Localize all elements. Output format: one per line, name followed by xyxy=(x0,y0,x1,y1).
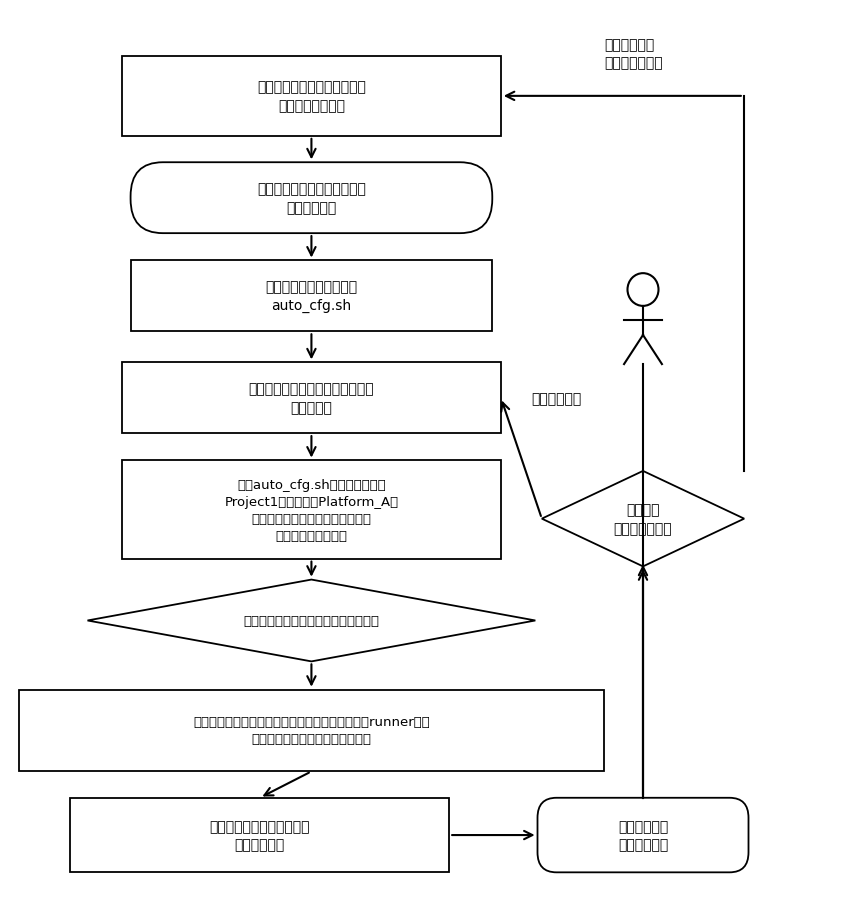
Text: 运行auto_cfg.sh，输入项目代号
Project1与平台代号Platform_A，
产生平台运行所需文件并提交到测
试平台版本管理仓库: 运行auto_cfg.sh，输入项目代号 Project1与平台代号Platfo… xyxy=(225,478,398,542)
Text: 分析报告
确定代码可行性: 分析报告 确定代码可行性 xyxy=(613,503,672,536)
FancyBboxPatch shape xyxy=(122,461,501,559)
Text: 触发持续集成，按照持续集成配置启动指定客户端runner，开
始运行编译仿真、综合、实现任务: 触发持续集成，按照持续集成配置启动指定客户端runner，开 始运行编译仿真、综… xyxy=(193,716,429,746)
Text: 测试平台版本管理库检测文件提交请求: 测试平台版本管理库检测文件提交请求 xyxy=(244,614,379,628)
FancyBboxPatch shape xyxy=(130,261,492,332)
FancyBboxPatch shape xyxy=(537,798,748,873)
FancyBboxPatch shape xyxy=(130,163,492,234)
FancyBboxPatch shape xyxy=(122,363,501,434)
FancyBboxPatch shape xyxy=(19,690,604,772)
Text: 代码不可行，
反馈设计者调整: 代码不可行， 反馈设计者调整 xyxy=(604,37,663,70)
FancyBboxPatch shape xyxy=(70,798,449,873)
Text: 在测试平台版本管理库配置并
使能持续集成: 在测试平台版本管理库配置并 使能持续集成 xyxy=(257,182,365,215)
Polygon shape xyxy=(87,580,536,661)
Text: 芯片开发人员向版本管理仓库
提交芯片设计代码: 芯片开发人员向版本管理仓库 提交芯片设计代码 xyxy=(257,80,365,113)
FancyBboxPatch shape xyxy=(122,56,501,137)
Text: 继续回归测试: 继续回归测试 xyxy=(531,392,581,405)
Text: 确定待测试芯片设计项目代号与测
试平台代号: 确定待测试芯片设计项目代号与测 试平台代号 xyxy=(249,382,374,415)
Polygon shape xyxy=(542,471,744,567)
Text: 调用下载软件与网络接口，
自动开始测试: 调用下载软件与网络接口， 自动开始测试 xyxy=(209,819,310,851)
Text: 构建平台自适应配置脚本
auto_cfg.sh: 构建平台自适应配置脚本 auto_cfg.sh xyxy=(265,281,358,312)
Text: 分析测试结果
生成测试报告: 分析测试结果 生成测试报告 xyxy=(618,819,668,851)
